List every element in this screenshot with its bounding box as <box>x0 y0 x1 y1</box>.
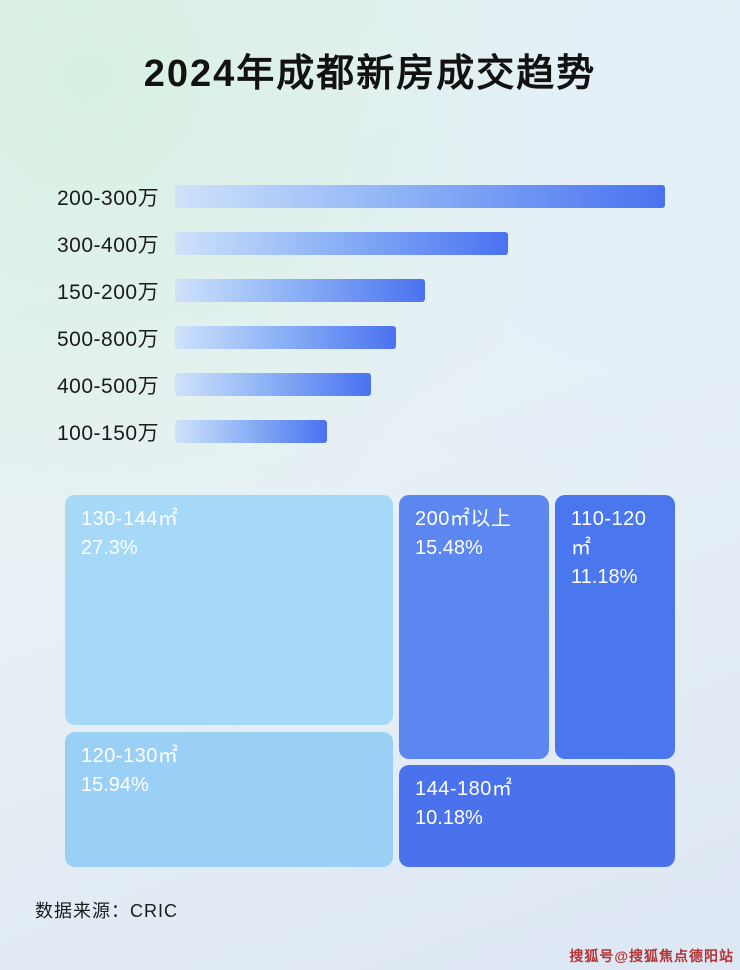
treemap-label: 110-120㎡ <box>571 508 647 559</box>
bar-track <box>175 326 665 349</box>
treemap-label: 144-180㎡ <box>415 778 513 800</box>
bar-track <box>175 279 665 302</box>
treemap-block-110-120: 110-120㎡ 11.18% <box>555 495 675 759</box>
bar-row: 200-300万 <box>57 185 740 210</box>
treemap-block-130-144: 130-144㎡ 27.3% <box>65 495 393 725</box>
bar-fill <box>175 232 509 255</box>
bar-label: 100-150万 <box>57 421 160 445</box>
treemap-percent: 27.3% <box>81 537 138 559</box>
treemap-block-144-180: 144-180㎡ 10.18% <box>399 765 675 867</box>
price-bar-chart: 200-300万 300-400万 150-200万 500-800万 400-500万… <box>0 185 740 445</box>
bar-row: 150-200万 <box>57 279 740 304</box>
treemap-percent: 11.18% <box>571 566 638 588</box>
treemap-percent: 15.48% <box>415 537 483 559</box>
bar-track <box>175 185 665 208</box>
area-treemap: 130-144㎡ 27.3% 120-130㎡ 15.94% 200㎡以上 15… <box>65 495 675 867</box>
bar-row: 100-150万 <box>57 420 740 445</box>
bar-label: 300-400万 <box>57 233 160 257</box>
treemap-block-120-130: 120-130㎡ 15.94% <box>65 732 393 867</box>
bar-row: 300-400万 <box>57 232 740 257</box>
bar-label: 150-200万 <box>57 280 160 304</box>
bar-label: 500-800万 <box>57 327 160 351</box>
bar-row: 400-500万 <box>57 373 740 398</box>
treemap-block-200-plus: 200㎡以上 15.48% <box>399 495 549 759</box>
treemap-label: 130-144㎡ <box>81 508 179 530</box>
bar-fill <box>175 326 396 349</box>
bar-fill <box>175 185 665 208</box>
treemap-percent: 15.94% <box>81 774 149 796</box>
bar-fill <box>175 279 425 302</box>
page-title: 2024年成都新房成交趋势 <box>143 53 597 95</box>
treemap-label: 200㎡以上 <box>415 508 512 530</box>
bar-fill <box>175 420 327 443</box>
treemap-percent: 10.18% <box>415 807 483 829</box>
bar-label: 200-300万 <box>57 186 160 210</box>
bar-label: 400-500万 <box>57 374 160 398</box>
bar-track <box>175 232 665 255</box>
bar-row: 500-800万 <box>57 326 740 351</box>
watermark: 搜狐号@搜狐焦点德阳站 <box>569 948 734 964</box>
bar-fill <box>175 373 371 396</box>
bar-track <box>175 420 665 443</box>
bar-track <box>175 373 665 396</box>
data-source: 数据来源：CRIC <box>35 901 178 921</box>
treemap-label: 120-130㎡ <box>81 745 179 767</box>
